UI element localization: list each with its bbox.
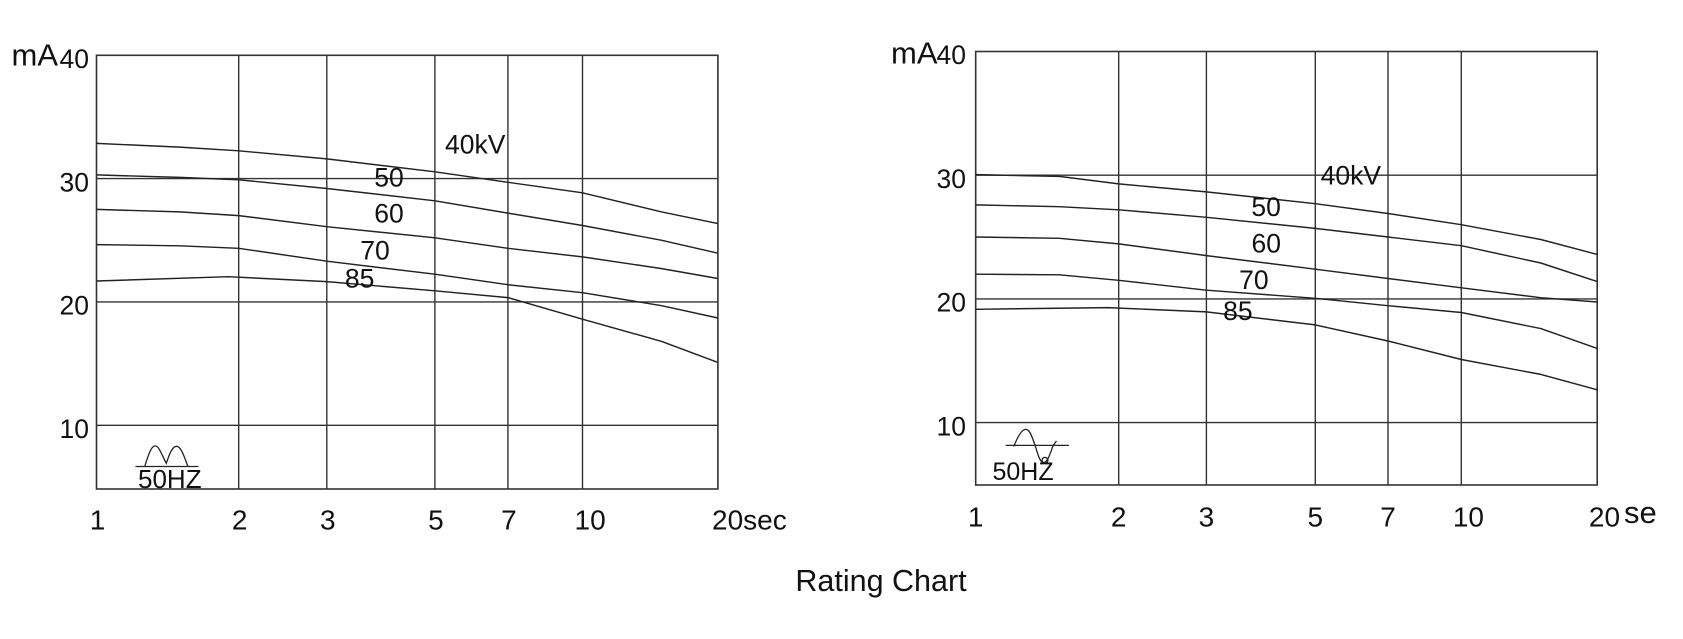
svg-text:5: 5	[1308, 502, 1324, 533]
svg-text:40: 40	[60, 44, 89, 74]
svg-text:2: 2	[232, 505, 248, 536]
svg-text:30: 30	[937, 164, 966, 194]
svg-text:50: 50	[374, 163, 403, 193]
svg-text:7: 7	[501, 505, 517, 536]
svg-text:40kV: 40kV	[1321, 160, 1382, 190]
svg-text:10: 10	[575, 505, 606, 536]
svg-text:20sec: 20sec	[712, 505, 787, 536]
svg-text:5: 5	[428, 505, 444, 536]
svg-text:50HZ: 50HZ	[138, 464, 202, 494]
svg-text:20: 20	[60, 291, 89, 321]
svg-text:20: 20	[1589, 502, 1620, 533]
svg-text:50HZ: 50HZ	[993, 458, 1054, 486]
svg-text:30: 30	[60, 167, 89, 197]
svg-text:60: 60	[374, 199, 403, 229]
svg-text:3: 3	[1199, 502, 1215, 533]
svg-text:60: 60	[1252, 229, 1281, 259]
svg-text:50: 50	[1251, 192, 1280, 222]
svg-text:2: 2	[1111, 502, 1127, 533]
svg-text:85: 85	[345, 263, 374, 293]
svg-text:10: 10	[60, 414, 89, 444]
svg-text:40: 40	[937, 40, 966, 70]
svg-text:1: 1	[968, 502, 984, 533]
svg-text:10: 10	[937, 411, 966, 441]
svg-text:Rating Chart: Rating Chart	[795, 564, 967, 598]
svg-text:1: 1	[90, 505, 106, 536]
svg-text:se: se	[1624, 495, 1657, 530]
svg-text:3: 3	[320, 505, 336, 536]
svg-text:7: 7	[1380, 502, 1396, 533]
svg-text:85: 85	[1223, 296, 1252, 326]
svg-text:40kV: 40kV	[445, 130, 506, 160]
svg-text:70: 70	[1239, 265, 1268, 295]
svg-text:mA: mA	[12, 37, 59, 72]
svg-text:70: 70	[360, 235, 389, 265]
svg-text:10: 10	[1453, 502, 1484, 533]
svg-text:mA: mA	[891, 36, 938, 71]
svg-text:20: 20	[937, 288, 966, 318]
